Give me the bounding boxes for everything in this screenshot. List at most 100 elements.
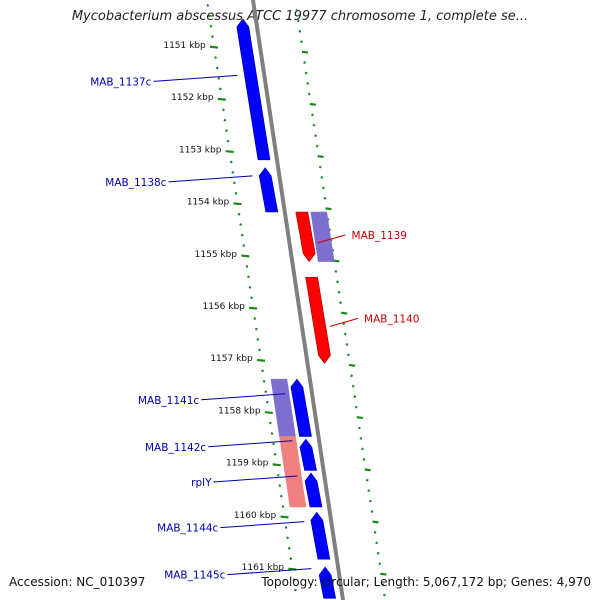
gene-arrow[interactable] bbox=[290, 378, 312, 437]
label-leader-line bbox=[153, 74, 238, 82]
label-leader-line bbox=[213, 475, 298, 483]
tick-mark bbox=[247, 275, 250, 279]
tick-mark bbox=[217, 97, 226, 101]
tick-mark bbox=[280, 515, 289, 519]
tick-mark bbox=[209, 24, 213, 28]
tick-mark bbox=[261, 369, 264, 373]
gene-arrow[interactable] bbox=[258, 167, 279, 213]
tick-mark bbox=[250, 296, 254, 300]
tick-mark bbox=[231, 171, 235, 174]
tick-mark bbox=[303, 61, 306, 65]
kbp-tick-label: 1161 kbp bbox=[242, 563, 285, 573]
tick-mark bbox=[311, 113, 314, 117]
tick-mark bbox=[292, 578, 296, 582]
kbp-tick-label: 1159 kbp bbox=[226, 459, 269, 469]
tick-mark bbox=[337, 290, 341, 294]
tick-mark bbox=[270, 432, 274, 435]
tick-mark bbox=[296, 19, 300, 23]
kbp-tick-labels: 1151 kbp 1152 kbp 1153 kbp 1154 kbp 1155 kbp… bbox=[163, 41, 284, 573]
tick-mark bbox=[234, 191, 238, 195]
kbp-tick-label: 1155 kbp bbox=[195, 250, 238, 260]
label-leader-line bbox=[201, 393, 286, 401]
gene-arrow[interactable] bbox=[318, 566, 337, 599]
kbp-tick-label: 1157 kbp bbox=[210, 354, 253, 364]
tick-mark bbox=[215, 66, 219, 70]
tick-mark bbox=[289, 557, 293, 561]
homolog-layer bbox=[270, 211, 335, 508]
tick-mark bbox=[245, 264, 249, 268]
gene-label[interactable]: MAB_1145c bbox=[164, 570, 225, 582]
tick-mark bbox=[353, 395, 357, 399]
tick-mark bbox=[321, 186, 325, 190]
gene-label[interactable]: MAB_1141c bbox=[138, 395, 199, 407]
tick-mark bbox=[365, 478, 369, 482]
tick-mark bbox=[315, 144, 319, 148]
tick-mark bbox=[226, 139, 230, 143]
tick-mark bbox=[300, 40, 303, 44]
tick-mark bbox=[264, 411, 273, 415]
topology-info-text: Topology: circular; Length: 5,067,172 bp… bbox=[261, 575, 591, 589]
tick-mark bbox=[217, 77, 221, 80]
tick-mark bbox=[301, 50, 309, 54]
tick-mark bbox=[211, 35, 214, 39]
gene-arrow[interactable] bbox=[310, 511, 331, 560]
kbp-tick-label: 1154 kbp bbox=[187, 198, 230, 208]
right-tick-track bbox=[295, 8, 387, 597]
tick-mark bbox=[225, 129, 228, 133]
tick-mark bbox=[225, 150, 234, 154]
tick-mark bbox=[312, 123, 316, 127]
tick-mark bbox=[341, 311, 348, 315]
kbp-tick-label: 1160 kbp bbox=[234, 511, 277, 521]
gene-arrow[interactable] bbox=[295, 211, 316, 263]
gene-label[interactable]: MAB_1142c bbox=[145, 442, 206, 454]
tick-mark bbox=[334, 269, 338, 273]
homolog-block bbox=[279, 436, 307, 508]
tick-mark bbox=[356, 416, 363, 420]
tick-mark bbox=[278, 484, 282, 488]
tick-mark bbox=[325, 207, 332, 211]
tick-mark bbox=[372, 520, 379, 524]
kbp-tick-label: 1153 kbp bbox=[179, 145, 222, 155]
gene-label[interactable]: MAB_1144c bbox=[157, 523, 218, 535]
kbp-tick-label: 1158 kbp bbox=[218, 406, 261, 416]
tick-mark bbox=[350, 374, 353, 378]
tick-mark bbox=[294, 588, 297, 592]
tick-mark bbox=[307, 92, 311, 96]
gene-arrow[interactable] bbox=[299, 438, 317, 471]
tick-mark bbox=[357, 426, 361, 430]
label-leader-line bbox=[317, 234, 346, 244]
tick-mark bbox=[381, 583, 385, 587]
gene-label[interactable]: MAB_1137c bbox=[90, 76, 151, 88]
tick-mark bbox=[229, 160, 233, 164]
gene-label[interactable]: MAB_1138c bbox=[105, 177, 166, 189]
gene-arrow[interactable] bbox=[304, 472, 323, 508]
gene-label[interactable]: MAB_1139 bbox=[352, 230, 407, 242]
left-tick-track bbox=[206, 3, 297, 592]
tick-mark bbox=[370, 510, 374, 513]
tick-mark bbox=[286, 536, 290, 540]
label-leader-line bbox=[329, 317, 359, 327]
tick-mark bbox=[223, 118, 227, 122]
tick-mark bbox=[272, 463, 281, 467]
tick-mark bbox=[249, 306, 258, 310]
tick-mark bbox=[306, 82, 310, 85]
tick-mark bbox=[207, 14, 211, 18]
gene-label[interactable]: MAB_1140 bbox=[364, 313, 419, 325]
tick-mark bbox=[209, 45, 219, 49]
gene-arrow[interactable] bbox=[305, 276, 331, 364]
gene-label[interactable]: rplY bbox=[191, 477, 212, 489]
label-leader-line bbox=[227, 568, 312, 576]
gene-arrow[interactable] bbox=[236, 18, 271, 161]
tick-mark bbox=[376, 551, 380, 555]
gene-layer bbox=[236, 18, 337, 599]
tick-mark bbox=[298, 29, 302, 33]
tick-mark bbox=[232, 181, 236, 185]
kbp-tick-label: 1152 kbp bbox=[171, 93, 214, 103]
tick-mark bbox=[237, 212, 241, 216]
tick-mark bbox=[343, 332, 347, 336]
tick-mark bbox=[317, 155, 324, 159]
tick-mark bbox=[268, 421, 272, 425]
tick-mark bbox=[318, 165, 322, 169]
tick-mark bbox=[367, 489, 371, 493]
